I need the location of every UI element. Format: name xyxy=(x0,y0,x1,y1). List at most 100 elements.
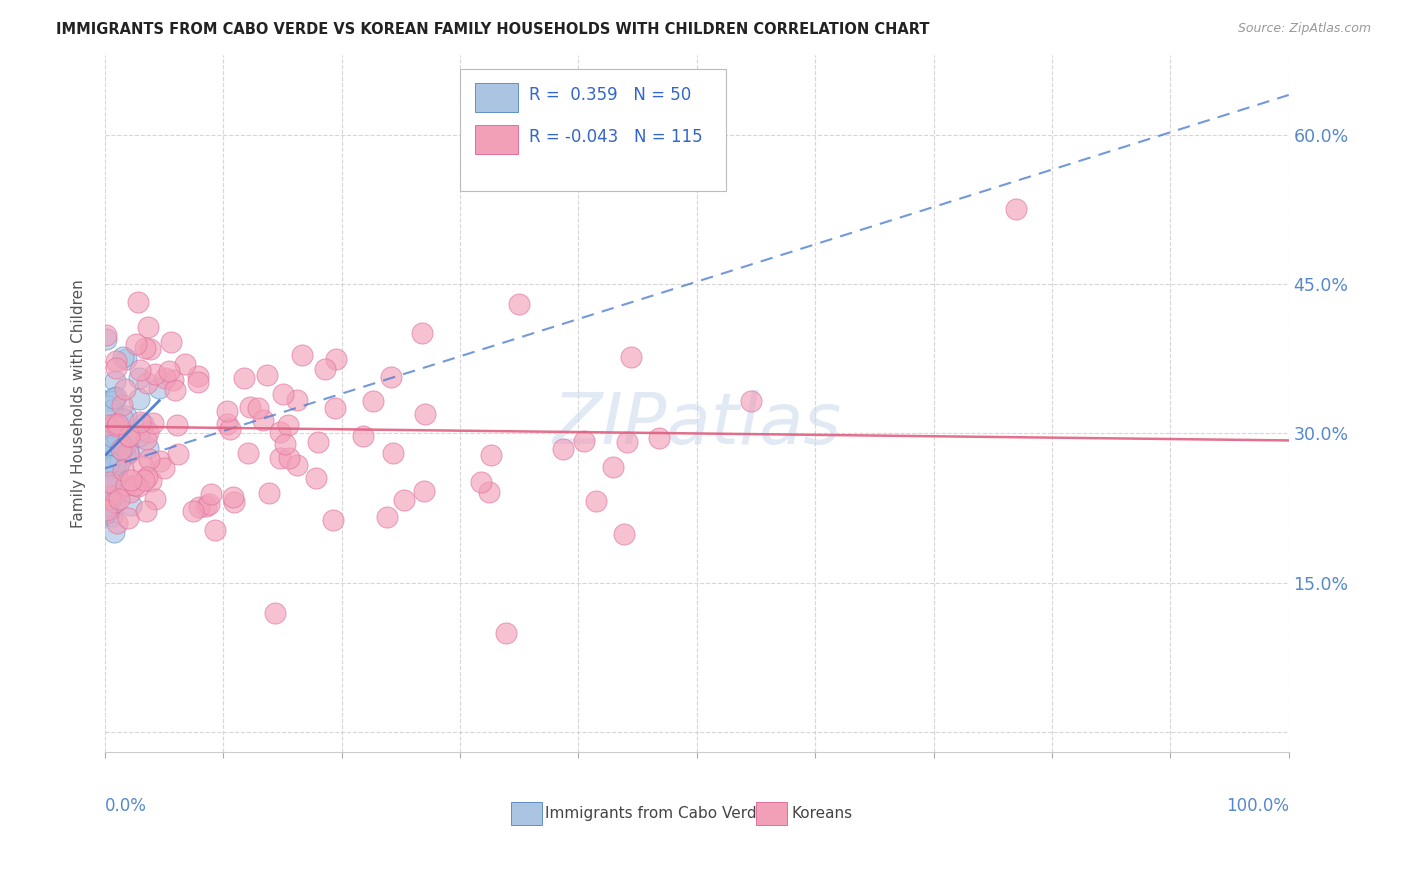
Point xyxy=(114,382,136,396)
Point xyxy=(112,412,135,426)
Point xyxy=(139,342,162,356)
Point xyxy=(124,478,146,492)
Text: Source: ZipAtlas.com: Source: ZipAtlas.com xyxy=(1237,22,1371,36)
Point xyxy=(314,361,336,376)
Point xyxy=(508,297,530,311)
Point xyxy=(96,441,118,455)
Point xyxy=(103,421,125,435)
Point xyxy=(412,484,434,499)
Point xyxy=(478,484,501,499)
Point xyxy=(479,448,502,462)
Point xyxy=(188,500,211,514)
Point xyxy=(740,393,762,408)
Point xyxy=(108,453,131,467)
Point xyxy=(128,362,150,376)
Point xyxy=(118,429,141,443)
Point xyxy=(269,425,291,439)
Point xyxy=(307,434,329,449)
Point xyxy=(277,451,299,466)
Point xyxy=(100,460,122,475)
Point xyxy=(291,348,314,362)
Point xyxy=(148,453,170,467)
FancyBboxPatch shape xyxy=(475,83,517,112)
FancyBboxPatch shape xyxy=(475,125,517,154)
FancyBboxPatch shape xyxy=(756,802,787,824)
Text: Koreans: Koreans xyxy=(792,805,852,821)
Point xyxy=(136,425,159,439)
Point xyxy=(238,401,260,415)
Point xyxy=(112,440,135,454)
Text: IMMIGRANTS FROM CABO VERDE VS KOREAN FAMILY HOUSEHOLDS WITH CHILDREN CORRELATION: IMMIGRANTS FROM CABO VERDE VS KOREAN FAM… xyxy=(56,22,929,37)
Point xyxy=(259,485,281,500)
Point xyxy=(217,417,239,431)
Point xyxy=(135,432,157,446)
Point xyxy=(153,461,176,475)
Point xyxy=(104,354,127,368)
Point xyxy=(110,442,132,456)
Point xyxy=(187,375,209,389)
Point xyxy=(183,504,205,518)
Point xyxy=(411,326,433,340)
Point xyxy=(381,446,404,460)
Point xyxy=(620,350,643,364)
Point xyxy=(361,393,384,408)
Point xyxy=(117,446,139,460)
Point xyxy=(105,488,128,502)
Point xyxy=(394,492,416,507)
Point xyxy=(585,494,607,508)
Point xyxy=(352,429,374,443)
FancyBboxPatch shape xyxy=(510,802,541,824)
Point xyxy=(277,417,299,432)
Point xyxy=(97,472,120,486)
Point xyxy=(101,508,124,523)
Point xyxy=(115,351,138,366)
Point xyxy=(1005,202,1028,217)
Point xyxy=(233,371,256,385)
Text: R =  0.359   N = 50: R = 0.359 N = 50 xyxy=(529,86,690,103)
Point xyxy=(100,476,122,491)
Point xyxy=(107,459,129,474)
Point xyxy=(128,371,150,385)
Point xyxy=(104,439,127,453)
Point xyxy=(127,479,149,493)
Point xyxy=(114,447,136,461)
Point xyxy=(495,625,517,640)
Point xyxy=(380,369,402,384)
Point xyxy=(104,360,127,375)
Point xyxy=(120,485,142,500)
Point xyxy=(96,505,118,519)
Point xyxy=(105,516,128,530)
Point xyxy=(135,376,157,390)
Point xyxy=(138,320,160,334)
Point xyxy=(553,442,575,457)
Point xyxy=(98,491,121,506)
Point xyxy=(163,384,186,398)
Text: R = -0.043   N = 115: R = -0.043 N = 115 xyxy=(529,128,703,145)
Point xyxy=(103,391,125,405)
Point xyxy=(162,373,184,387)
Point xyxy=(107,417,129,431)
Point xyxy=(470,475,492,490)
Point xyxy=(98,419,121,434)
Point xyxy=(117,511,139,525)
Point xyxy=(111,398,134,412)
Point xyxy=(135,470,157,484)
Point xyxy=(572,434,595,449)
Point xyxy=(602,459,624,474)
Point xyxy=(100,440,122,454)
Point xyxy=(322,513,344,527)
Point xyxy=(135,504,157,518)
Point xyxy=(413,407,436,421)
Point xyxy=(616,434,638,449)
Point xyxy=(166,418,188,433)
Point xyxy=(105,418,128,433)
Point xyxy=(96,450,118,465)
Point xyxy=(246,401,269,415)
Text: 100.0%: 100.0% xyxy=(1226,797,1289,815)
Point xyxy=(128,429,150,443)
Point xyxy=(103,524,125,539)
Point xyxy=(143,491,166,506)
Point xyxy=(285,393,308,408)
Point xyxy=(98,459,121,474)
Point xyxy=(132,473,155,487)
